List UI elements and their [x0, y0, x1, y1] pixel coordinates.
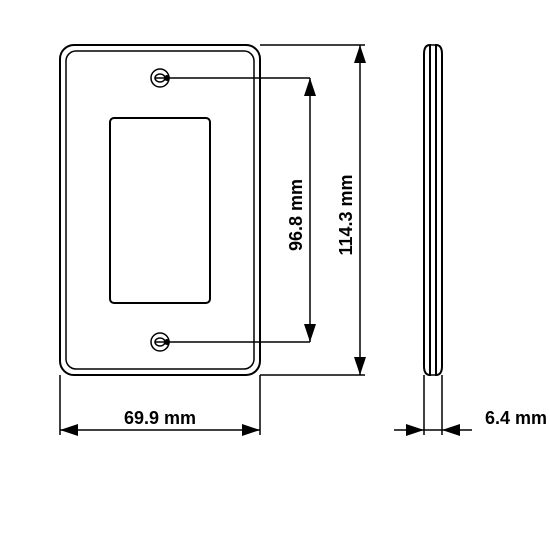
dim-height: 114.3 mm [336, 45, 366, 375]
side-view [424, 45, 442, 375]
dim-depth-label: 6.4 mm [485, 408, 547, 428]
front-inner-border [66, 51, 254, 369]
dim-height-label: 114.3 mm [336, 174, 356, 255]
dim-width-label: 69.9 mm [124, 408, 196, 428]
front-outer-rect [60, 45, 260, 375]
dim-screw-span: 96.8 mm [286, 78, 316, 342]
dim-screw-span-label: 96.8 mm [286, 179, 306, 251]
dim-depth: 6.4 mm [394, 408, 547, 436]
dimension-diagram: 96.8 mm 114.3 mm 69.9 mm 6.4 mm [0, 0, 550, 550]
dim-width: 69.9 mm [60, 408, 260, 436]
front-cutout [110, 118, 210, 303]
